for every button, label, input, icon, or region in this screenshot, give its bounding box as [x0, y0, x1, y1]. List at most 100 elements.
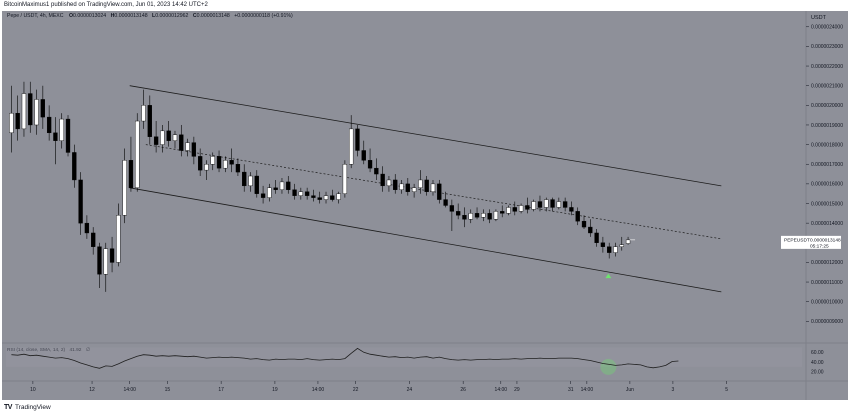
price-tick-label: 0.0000011000	[811, 280, 843, 286]
rsi-pane-background	[2, 343, 848, 381]
candle-down	[15, 112, 20, 130]
time-tick-label: 17	[218, 387, 224, 393]
candle-up	[185, 142, 190, 151]
price-tag-symbol: PEPEUSDT	[784, 237, 810, 243]
candle-up	[210, 156, 215, 165]
price-tick-label: 0.0000019000	[811, 123, 843, 129]
candle-down	[537, 201, 543, 208]
tradingview-footer: TV TradingView	[4, 402, 51, 412]
green-arrow-up-icon	[605, 273, 612, 279]
time-tick-label: 29	[514, 387, 520, 393]
candle-up	[323, 195, 329, 200]
candle-down	[330, 195, 335, 200]
candle-up	[349, 128, 354, 165]
tradingview-logo-icon: TV	[4, 403, 12, 411]
candle-down	[97, 246, 102, 275]
candle-up	[141, 105, 146, 122]
candle-down	[260, 193, 266, 198]
candle-down	[46, 116, 52, 134]
candle-down	[456, 211, 461, 216]
price-tick-label: 0.0000014000	[811, 221, 843, 227]
candle-down	[191, 142, 197, 157]
candle-up	[21, 93, 27, 130]
candle-up	[59, 118, 64, 141]
time-tick-label: 14:00	[312, 387, 325, 393]
time-tick-label: 12	[89, 387, 95, 393]
candle-down	[153, 136, 159, 145]
candlesticks	[9, 81, 631, 292]
legend-close: 0.0000013148	[197, 13, 230, 19]
candle-down	[588, 226, 593, 234]
candle-down	[443, 199, 448, 206]
candle-down	[292, 189, 297, 196]
candle-down	[424, 179, 429, 192]
candle-down	[474, 213, 480, 218]
candle-up	[336, 193, 341, 200]
candle-down	[405, 183, 410, 192]
candle-down	[449, 205, 455, 212]
publisher-caption: BitcoinMaximus1 published on TradingView…	[4, 2, 208, 8]
price-tick-label: 0.0000017000	[811, 162, 843, 168]
time-tick-label: 24	[407, 387, 413, 393]
legend-change: +0.0000000118 (+0.91%)	[234, 13, 293, 19]
candle-down	[72, 152, 77, 181]
legend-symbol: Pepe / USDT, 4h, MEXC	[7, 13, 64, 19]
candle-up	[544, 199, 549, 208]
chart-svg[interactable]: USDT 0.0000024000 0.0000023000 0.000002200…	[2, 11, 848, 400]
rsi-pane: 60.00 40.00 20.00	[6, 347, 824, 376]
price-tick-label: 0.0000016000	[811, 182, 843, 188]
time-tick-label: 26	[460, 387, 466, 393]
tradingview-brand: TradingView	[14, 403, 51, 411]
candle-down	[286, 181, 291, 190]
time-tick-label: 22	[353, 387, 359, 393]
candle-down	[242, 171, 247, 187]
candle-up	[172, 134, 178, 141]
candle-down	[525, 205, 530, 210]
legend-low: 0.0000012962	[155, 13, 188, 19]
candle-down	[317, 197, 322, 200]
candle-down	[594, 232, 599, 243]
channel-upper-line	[129, 85, 722, 187]
candle-up	[613, 246, 618, 253]
candle-down	[575, 211, 580, 222]
candle-down	[562, 201, 568, 208]
candle-up	[103, 248, 108, 275]
price-tick-label: 0.0000022000	[811, 64, 843, 70]
rsi-tick-label: 60.00	[811, 350, 824, 356]
candle-down	[581, 220, 587, 228]
candle-down	[462, 215, 467, 220]
channel-lower-line	[129, 187, 722, 293]
candle-up	[399, 183, 404, 190]
candle-down	[147, 105, 152, 137]
time-tick-label: 14:00	[495, 387, 508, 393]
price-tag-price: 0.0000013148	[810, 237, 841, 243]
candle-down	[569, 207, 574, 212]
chart-container[interactable]: USDT 0.0000024000 0.0000023000 0.000002200…	[2, 11, 848, 400]
candle-up	[418, 179, 423, 188]
price-tag-countdown: 05:17:25	[810, 243, 829, 249]
candle-down	[607, 246, 612, 253]
time-axis-background	[2, 381, 848, 400]
candle-down	[179, 134, 184, 151]
chart-legend: Pepe / USDT, 4h, MEXC O0.0000013024 H0.0…	[7, 13, 293, 19]
candle-down	[355, 128, 360, 151]
candle-down	[550, 199, 555, 208]
time-tick-label: Jun	[626, 387, 634, 393]
candle-up	[116, 215, 121, 263]
time-tick-label: 3	[672, 387, 675, 393]
candle-up	[342, 164, 348, 194]
svg-text:Pepe / USDT, 4h, MEXC: Pepe / USDT, 4h, MEXC O0.0000013024 H0.0…	[7, 13, 293, 19]
candle-up	[506, 207, 511, 214]
rsi-line	[11, 347, 679, 369]
candle-down	[380, 173, 385, 187]
time-tick-label: 10	[30, 387, 36, 393]
candle-up	[411, 187, 417, 192]
candle-up	[160, 130, 165, 145]
candle-down	[128, 160, 134, 189]
candle-up	[493, 211, 499, 220]
candle-down	[374, 167, 379, 175]
candle-up	[34, 99, 39, 126]
rsi-tick-label: 20.00	[811, 370, 824, 376]
time-tick-label: 5	[725, 387, 728, 393]
descending-channel	[129, 85, 722, 293]
